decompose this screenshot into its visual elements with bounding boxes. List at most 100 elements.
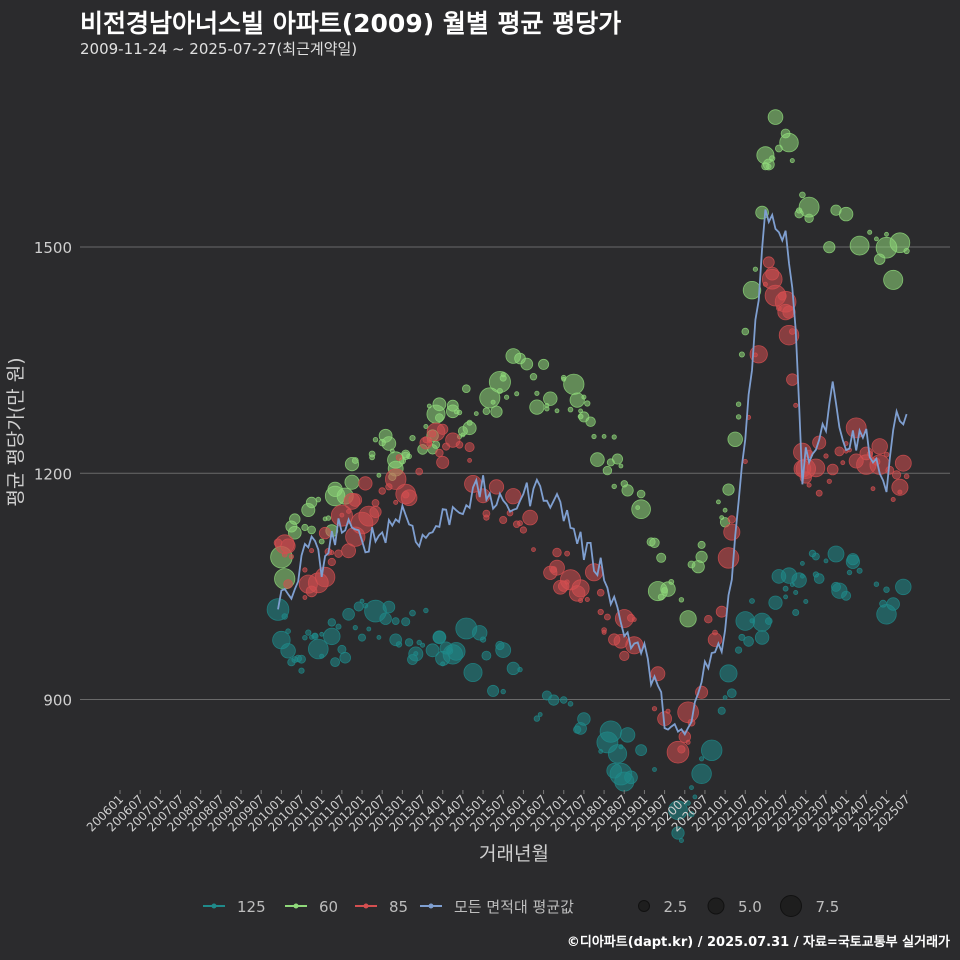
data-point	[735, 401, 742, 407]
data-point	[434, 413, 444, 423]
data-point	[891, 470, 902, 480]
data-point	[522, 509, 538, 526]
data-point	[393, 499, 399, 505]
data-point	[883, 586, 890, 593]
data-point	[769, 155, 776, 162]
data-point	[298, 667, 305, 674]
data-point	[716, 499, 721, 505]
data-point	[764, 617, 773, 625]
data-point	[602, 465, 613, 476]
data-point	[856, 567, 863, 574]
data-point	[692, 794, 698, 800]
data-point	[342, 607, 355, 621]
data-point	[455, 440, 464, 449]
data-point	[563, 373, 585, 395]
line-layer	[277, 209, 908, 736]
data-point	[749, 345, 768, 364]
data-point	[312, 632, 318, 639]
data-point	[793, 590, 799, 596]
data-point	[689, 785, 694, 790]
data-point	[688, 811, 695, 818]
data-point	[285, 628, 291, 634]
chart-title: 비전경남아너스빌 아파트(2009) 월별 평균 평당가	[80, 9, 622, 38]
data-point	[514, 391, 520, 397]
data-point	[517, 520, 523, 527]
data-point	[334, 549, 343, 558]
chart-subtitle: 2009-11-24 ~ 2025-07-27(최근계약일)	[80, 40, 358, 58]
y-tick-label: 900	[43, 692, 72, 710]
data-point	[695, 550, 708, 564]
data-point	[631, 499, 651, 520]
data-point	[677, 701, 699, 724]
data-point	[488, 479, 505, 495]
data-point	[543, 391, 558, 406]
data-point	[531, 547, 536, 552]
legend: 125 60 85 모든 면적대 평균값 2.5 5.0 7.5	[203, 895, 839, 917]
data-point	[529, 373, 538, 381]
data-point	[719, 664, 738, 683]
data-point	[577, 712, 591, 726]
data-point	[806, 458, 826, 478]
data-point	[305, 496, 318, 509]
data-point	[767, 109, 784, 125]
data-point	[529, 399, 545, 415]
data-point	[327, 618, 336, 627]
data-point	[309, 548, 315, 554]
data-point	[886, 597, 900, 611]
data-point	[425, 643, 440, 658]
data-point	[404, 638, 414, 647]
data-point	[548, 694, 560, 706]
data-point	[379, 612, 392, 625]
data-point	[446, 399, 459, 412]
data-point	[827, 545, 845, 563]
data-point	[481, 650, 492, 661]
size-legend-bubble	[638, 900, 650, 912]
data-point	[467, 457, 473, 463]
data-point	[657, 593, 665, 601]
data-point	[335, 623, 342, 630]
data-point	[406, 453, 412, 460]
legend-swatch-dot	[363, 903, 369, 909]
data-point	[722, 483, 735, 496]
data-point	[883, 269, 904, 290]
data-point	[538, 358, 550, 370]
data-point	[482, 407, 491, 416]
data-point	[490, 405, 503, 418]
data-point	[500, 688, 506, 695]
data-point	[870, 486, 876, 492]
data-point	[505, 488, 522, 505]
data-point	[656, 552, 667, 563]
data-point	[346, 508, 352, 514]
y-tick-labels: 900 1200 1500	[34, 239, 72, 710]
data-point	[722, 507, 728, 513]
data-point	[903, 473, 910, 480]
data-point	[395, 454, 403, 461]
data-point	[330, 657, 341, 667]
data-point	[849, 235, 870, 256]
data-point	[783, 594, 788, 600]
size-legend-label: 5.0	[738, 898, 762, 916]
data-point	[789, 158, 795, 164]
data-point	[726, 688, 737, 698]
data-point	[812, 552, 820, 561]
data-point	[649, 537, 660, 549]
data-point	[372, 437, 379, 443]
data-point	[423, 423, 429, 429]
data-point	[845, 554, 861, 569]
data-point	[289, 513, 301, 525]
data-point	[800, 561, 805, 566]
data-point	[890, 496, 896, 502]
data-point	[369, 454, 376, 461]
data-point	[806, 482, 812, 488]
data-point	[826, 463, 839, 476]
data-point	[685, 800, 691, 806]
data-point	[283, 579, 293, 589]
data-point	[611, 483, 617, 490]
data-point	[567, 700, 574, 707]
data-point	[307, 525, 316, 535]
data-point	[581, 394, 587, 400]
data-point	[369, 505, 382, 518]
data-point	[327, 557, 336, 567]
data-point	[578, 598, 584, 604]
data-point	[624, 770, 638, 785]
